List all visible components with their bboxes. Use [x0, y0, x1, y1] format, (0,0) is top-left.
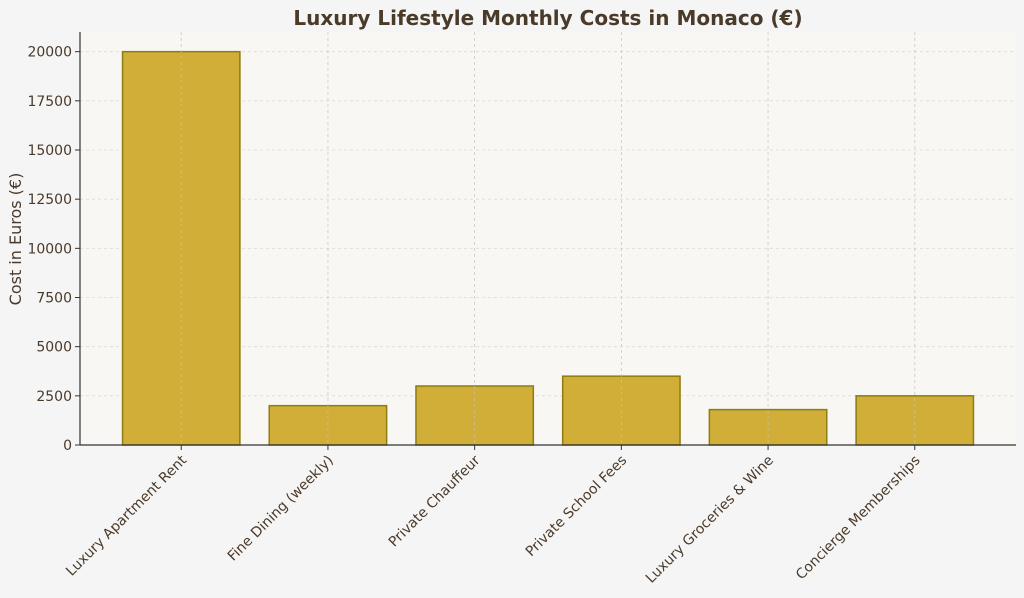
x-tick-label: Fine Dining (weekly) [225, 453, 337, 565]
y-tick-label: 15000 [27, 143, 72, 159]
y-tick-label: 17500 [27, 94, 72, 110]
y-tick-label: 10000 [27, 241, 72, 257]
chart-title: Luxury Lifestyle Monthly Costs in Monaco… [293, 6, 802, 30]
y-tick-label: 7500 [36, 291, 72, 307]
x-tick-label: Private Chauffeur [386, 452, 484, 550]
x-tick-label: Luxury Apartment Rent [63, 452, 190, 579]
x-tick-label: Luxury Groceries & Wine [643, 453, 777, 587]
y-tick-label: 5000 [36, 340, 72, 356]
bar [708, 408, 828, 446]
y-tick-label: 20000 [27, 45, 72, 61]
y-tick-label: 12500 [27, 192, 72, 208]
y-tick-label: 0 [63, 438, 72, 454]
y-axis-label: Cost in Euros (€) [6, 173, 25, 306]
x-tick-label: Concierge Memberships [793, 453, 924, 584]
y-tick-label: 2500 [36, 389, 72, 405]
bar [855, 395, 975, 446]
x-tick-label: Private School Fees [523, 453, 630, 560]
